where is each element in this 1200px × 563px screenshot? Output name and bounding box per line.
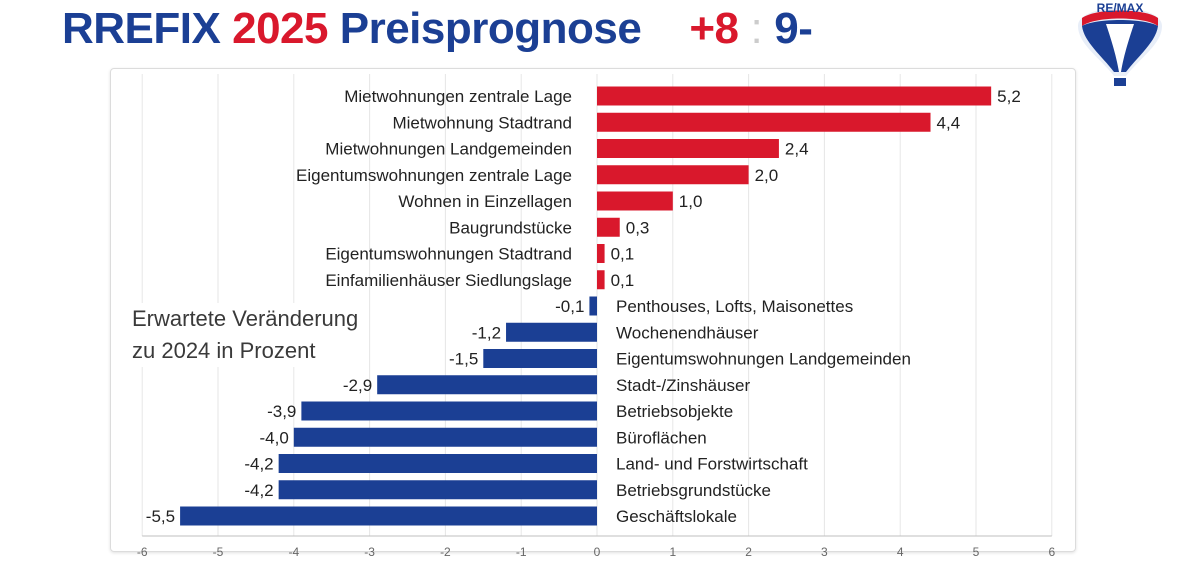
- category-label: Mietwohnung Stadtrand: [392, 113, 572, 132]
- title-suffix: Preisprognose: [339, 4, 642, 53]
- bar: [301, 401, 597, 421]
- value-label: -4,0: [260, 428, 289, 447]
- bar: [293, 427, 597, 447]
- category-label: Baugrundstücke: [449, 218, 572, 237]
- value-label: 0,1: [611, 271, 635, 290]
- category-label: Stadt-/Zinshäuser: [616, 376, 751, 395]
- score-down: 9-: [774, 4, 813, 53]
- x-tick-label: -4: [288, 545, 299, 559]
- bar: [597, 165, 749, 185]
- bar: [506, 322, 597, 342]
- value-label: -3,9: [267, 402, 296, 421]
- chart-title: RREFIX 2025 Preisprognose +8:9-: [62, 0, 813, 64]
- bar: [597, 217, 620, 237]
- x-tick-label: 6: [1048, 545, 1055, 559]
- value-label: 2,4: [785, 140, 809, 159]
- bar: [597, 244, 605, 263]
- value-label: -2,9: [343, 376, 372, 395]
- x-tick-label: -3: [364, 545, 375, 559]
- x-tick-label: -2: [440, 545, 451, 559]
- x-tick-label: -6: [137, 545, 148, 559]
- value-label: -4,2: [244, 455, 273, 474]
- category-label: Büroflächen: [616, 428, 707, 447]
- logo-brand-text: RE/MAX: [1097, 1, 1144, 15]
- category-label: Betriebsgrundstücke: [616, 481, 771, 500]
- x-tick-label: 5: [973, 545, 980, 559]
- category-label: Geschäftslokale: [616, 507, 737, 526]
- value-label: -4,2: [244, 481, 273, 500]
- value-label: 5,2: [997, 87, 1021, 106]
- bar: [377, 375, 597, 395]
- value-label: -5,5: [146, 507, 175, 526]
- category-label: Betriebsobjekte: [616, 402, 733, 421]
- remax-balloon-logo: RE/MAX: [1070, 0, 1170, 94]
- x-tick-label: -5: [213, 545, 224, 559]
- x-tick-label: 4: [897, 545, 904, 559]
- category-label: Einfamilienhäuser Siedlungslage: [325, 271, 572, 290]
- category-label: Eigentumswohnungen zentrale Lage: [296, 166, 572, 185]
- value-label: 2,0: [755, 166, 779, 185]
- bar: [483, 349, 597, 368]
- category-label: Mietwohnungen zentrale Lage: [344, 87, 572, 106]
- bars: [180, 86, 992, 526]
- title-year: 2025: [232, 4, 328, 53]
- value-label: -1,2: [472, 323, 501, 342]
- bar: [278, 454, 597, 473]
- bar: [597, 139, 779, 158]
- category-label: Wohnen in Einzellagen: [398, 192, 572, 211]
- value-label: 0,1: [611, 245, 635, 264]
- score-up: +8: [689, 4, 739, 53]
- bar: [589, 296, 597, 316]
- chart-frame: [110, 68, 1076, 552]
- x-tick-label: 0: [594, 545, 601, 559]
- bar: [278, 480, 597, 500]
- annotation-line-2: zu 2024 in Prozent: [132, 338, 316, 363]
- x-tick-label: -1: [516, 545, 527, 559]
- bar: [597, 191, 673, 211]
- bar: [597, 112, 931, 132]
- x-tick-label: 2: [745, 545, 752, 559]
- value-label: 1,0: [679, 192, 703, 211]
- bar: [597, 270, 605, 290]
- bar: [597, 86, 992, 106]
- category-label: Penthouses, Lofts, Maisonettes: [616, 297, 853, 316]
- chart-annotation: Erwartete Veränderung zu 2024 in Prozent: [128, 303, 363, 367]
- x-axis: -6 -5 -4 -3 -2 -1 0 1 2 3 4 5 6: [137, 535, 1055, 559]
- value-label: -0,1: [555, 297, 584, 316]
- value-label: 0,3: [626, 218, 650, 237]
- score-separator: :: [750, 4, 763, 53]
- category-label: Mietwohnungen Landgemeinden: [325, 140, 572, 159]
- category-label: Land- und Forstwirtschaft: [616, 455, 808, 474]
- x-tick-label: 3: [821, 545, 828, 559]
- category-label: Eigentumswohnungen Stadtrand: [325, 245, 572, 264]
- value-label: 4,4: [937, 113, 961, 132]
- value-label: -1,5: [449, 350, 478, 369]
- annotation-line-1: Erwartete Veränderung: [132, 306, 359, 331]
- category-label: Wochenendhäuser: [616, 323, 759, 342]
- labels: 5,2 Mietwohnungen zentrale Lage 4,4 Mietwoh…: [146, 87, 1021, 526]
- category-label: Eigentumswohnungen Landgemeinden: [616, 350, 911, 369]
- bar: [180, 506, 597, 526]
- x-tick-label: 1: [669, 545, 676, 559]
- title-prefix: RREFIX: [62, 4, 221, 53]
